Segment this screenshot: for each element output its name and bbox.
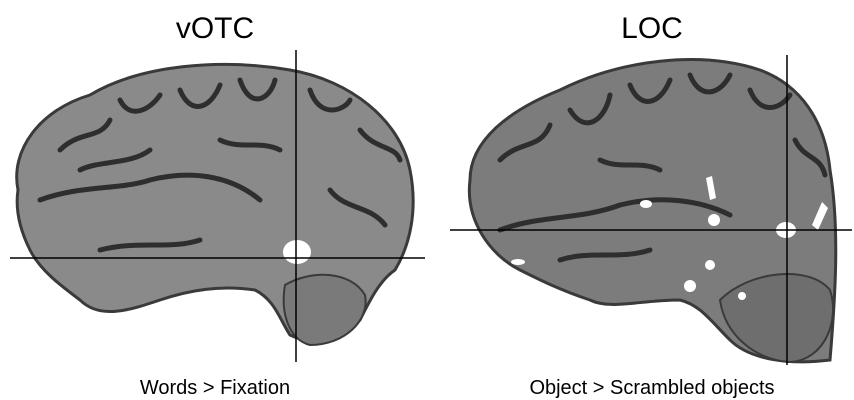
activation xyxy=(283,240,311,264)
panel-caption: Object > Scrambled objects xyxy=(529,377,774,399)
panel-title: vOTC xyxy=(176,12,254,45)
panel-right: LOC Object > Scrambled objects xyxy=(450,12,852,399)
sulci xyxy=(497,72,828,263)
cerebellum xyxy=(282,273,367,347)
cerebellum xyxy=(718,273,835,364)
sulci xyxy=(37,77,403,253)
panel-left: vOTC Words > Fixation xyxy=(10,12,425,399)
panel-caption: Words > Fixation xyxy=(140,377,290,399)
panel-title: LOC xyxy=(621,12,683,45)
